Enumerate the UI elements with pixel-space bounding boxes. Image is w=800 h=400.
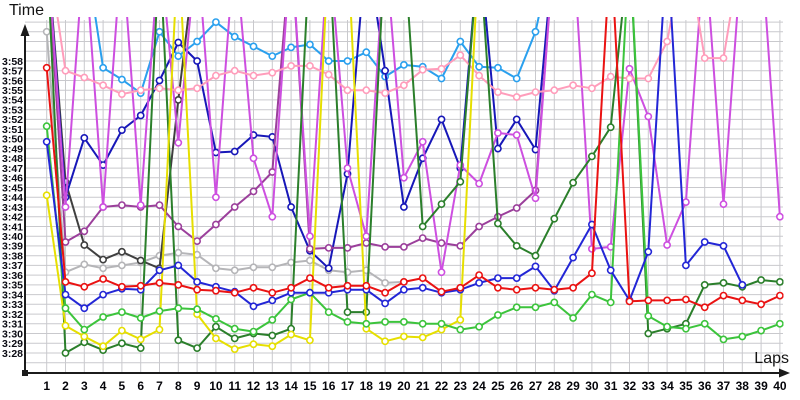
svg-text:31: 31 xyxy=(604,379,618,393)
series-green xyxy=(42,17,784,344)
svg-text:32: 32 xyxy=(623,379,637,393)
svg-text:19: 19 xyxy=(378,379,392,393)
x-axis-title: Laps xyxy=(754,350,789,367)
svg-text:30: 30 xyxy=(585,379,599,393)
svg-text:8: 8 xyxy=(175,379,182,393)
svg-text:11: 11 xyxy=(228,379,241,393)
svg-text:38: 38 xyxy=(736,379,750,393)
svg-text:3:52: 3:52 xyxy=(2,114,23,126)
svg-text:17: 17 xyxy=(341,379,355,393)
svg-text:18: 18 xyxy=(360,379,374,393)
svg-text:3:53: 3:53 xyxy=(2,105,23,117)
svg-text:3:28: 3:28 xyxy=(2,348,23,360)
svg-text:3:34: 3:34 xyxy=(2,289,23,301)
svg-text:35: 35 xyxy=(679,379,693,393)
axis-tick-labels: 3:283:293:303:313:323:333:343:353:363:37… xyxy=(2,56,787,393)
svg-text:5: 5 xyxy=(119,379,126,393)
svg-text:23: 23 xyxy=(454,379,468,393)
svg-text:3:46: 3:46 xyxy=(2,173,23,185)
svg-text:3:40: 3:40 xyxy=(2,231,23,243)
svg-text:3:57: 3:57 xyxy=(2,66,23,78)
svg-text:3:36: 3:36 xyxy=(2,270,23,282)
svg-text:3:33: 3:33 xyxy=(2,299,23,311)
svg-text:33: 33 xyxy=(642,379,656,393)
svg-text:3:58: 3:58 xyxy=(2,56,23,68)
svg-text:3:37: 3:37 xyxy=(2,260,23,272)
svg-text:12: 12 xyxy=(247,379,261,393)
svg-text:3:49: 3:49 xyxy=(2,143,23,155)
svg-text:3:32: 3:32 xyxy=(2,309,23,321)
svg-text:3:50: 3:50 xyxy=(2,134,23,146)
svg-text:9: 9 xyxy=(194,379,201,393)
svg-text:3:38: 3:38 xyxy=(2,251,23,263)
svg-text:3:41: 3:41 xyxy=(2,221,23,233)
svg-text:3:29: 3:29 xyxy=(2,338,23,350)
svg-text:20: 20 xyxy=(397,379,411,393)
svg-text:24: 24 xyxy=(472,379,486,393)
chart-axes xyxy=(20,24,790,378)
svg-text:3:44: 3:44 xyxy=(2,192,23,204)
y-axis-title: Time xyxy=(9,2,44,19)
svg-text:28: 28 xyxy=(548,379,562,393)
svg-text:6: 6 xyxy=(137,379,144,393)
chart-series xyxy=(42,17,784,357)
svg-text:15: 15 xyxy=(303,379,317,393)
svg-text:3:48: 3:48 xyxy=(2,153,23,165)
svg-text:39: 39 xyxy=(754,379,768,393)
svg-text:21: 21 xyxy=(416,379,430,393)
svg-text:27: 27 xyxy=(529,379,543,393)
series-red xyxy=(42,17,784,312)
svg-text:37: 37 xyxy=(717,379,731,393)
svg-text:3:42: 3:42 xyxy=(2,212,23,224)
svg-text:3:43: 3:43 xyxy=(2,202,23,214)
series-blue xyxy=(42,17,747,313)
svg-text:3:55: 3:55 xyxy=(2,85,23,97)
svg-text:16: 16 xyxy=(322,379,336,393)
svg-text:3:35: 3:35 xyxy=(2,280,23,292)
svg-text:1: 1 xyxy=(43,379,50,393)
svg-text:14: 14 xyxy=(284,379,298,393)
svg-text:3: 3 xyxy=(81,379,88,393)
series-yellow xyxy=(42,17,477,353)
svg-text:13: 13 xyxy=(266,379,280,393)
svg-text:22: 22 xyxy=(435,379,449,393)
svg-text:3:54: 3:54 xyxy=(2,95,23,107)
svg-text:3:45: 3:45 xyxy=(2,182,23,194)
svg-text:36: 36 xyxy=(698,379,712,393)
svg-text:7: 7 xyxy=(156,379,163,393)
svg-text:10: 10 xyxy=(209,379,223,393)
svg-text:26: 26 xyxy=(510,379,524,393)
svg-text:3:31: 3:31 xyxy=(2,319,23,331)
svg-text:3:56: 3:56 xyxy=(2,75,23,87)
svg-text:3:39: 3:39 xyxy=(2,241,23,253)
svg-text:40: 40 xyxy=(773,379,787,393)
svg-text:2: 2 xyxy=(62,379,69,393)
svg-text:29: 29 xyxy=(566,379,580,393)
svg-text:3:51: 3:51 xyxy=(2,124,23,136)
svg-text:34: 34 xyxy=(660,379,674,393)
svg-text:25: 25 xyxy=(491,379,505,393)
svg-text:3:30: 3:30 xyxy=(2,328,23,340)
svg-text:4: 4 xyxy=(100,379,107,393)
svg-text:3:47: 3:47 xyxy=(2,163,23,175)
